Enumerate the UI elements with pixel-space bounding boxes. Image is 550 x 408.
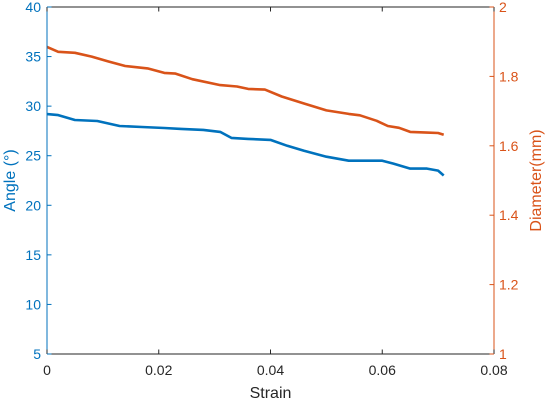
ticks-group (46, 6, 495, 355)
y-left-tick-label: 20 (25, 197, 41, 213)
y-right-tick-label: 1.2 (499, 277, 519, 293)
y-left-tick-label: 15 (25, 247, 41, 263)
x-tick-label: 0.08 (480, 362, 507, 378)
axes-group (46, 6, 495, 355)
y-left-tick-label: 40 (25, 0, 41, 15)
y-left-tick-label: 35 (25, 49, 41, 65)
y-left-tick-label: 25 (25, 148, 41, 164)
y-right-tick-label: 1.4 (499, 207, 519, 223)
x-tick-label: 0.04 (257, 362, 284, 378)
series-group (46, 45, 445, 177)
y-left-tick-label: 30 (25, 98, 41, 114)
angle-series-line (46, 112, 445, 177)
diameter-series-line (46, 45, 445, 136)
tick-labels-group: 0 0.02 0.04 0.06 0.08 5 10 15 20 25 30 35 40 1 1.2 1.4 1… (25, 0, 518, 378)
x-tick-label: 0.02 (145, 362, 172, 378)
y-left-tick-label: 5 (33, 346, 41, 362)
x-axis-label: Strain (250, 385, 292, 402)
x-tick-label: 0 (43, 362, 51, 378)
y-right-tick-label: 2 (499, 0, 507, 15)
y-axis-right-label: Diameter(mm) (528, 129, 545, 231)
y-axis-left-label: Angle (°) (2, 149, 19, 211)
y-right-tick-label: 1.6 (499, 138, 519, 154)
y-right-tick-label: 1.8 (499, 68, 519, 84)
y-right-tick-label: 1 (499, 346, 507, 362)
x-tick-label: 0.06 (369, 362, 396, 378)
y-left-tick-label: 10 (25, 296, 41, 312)
